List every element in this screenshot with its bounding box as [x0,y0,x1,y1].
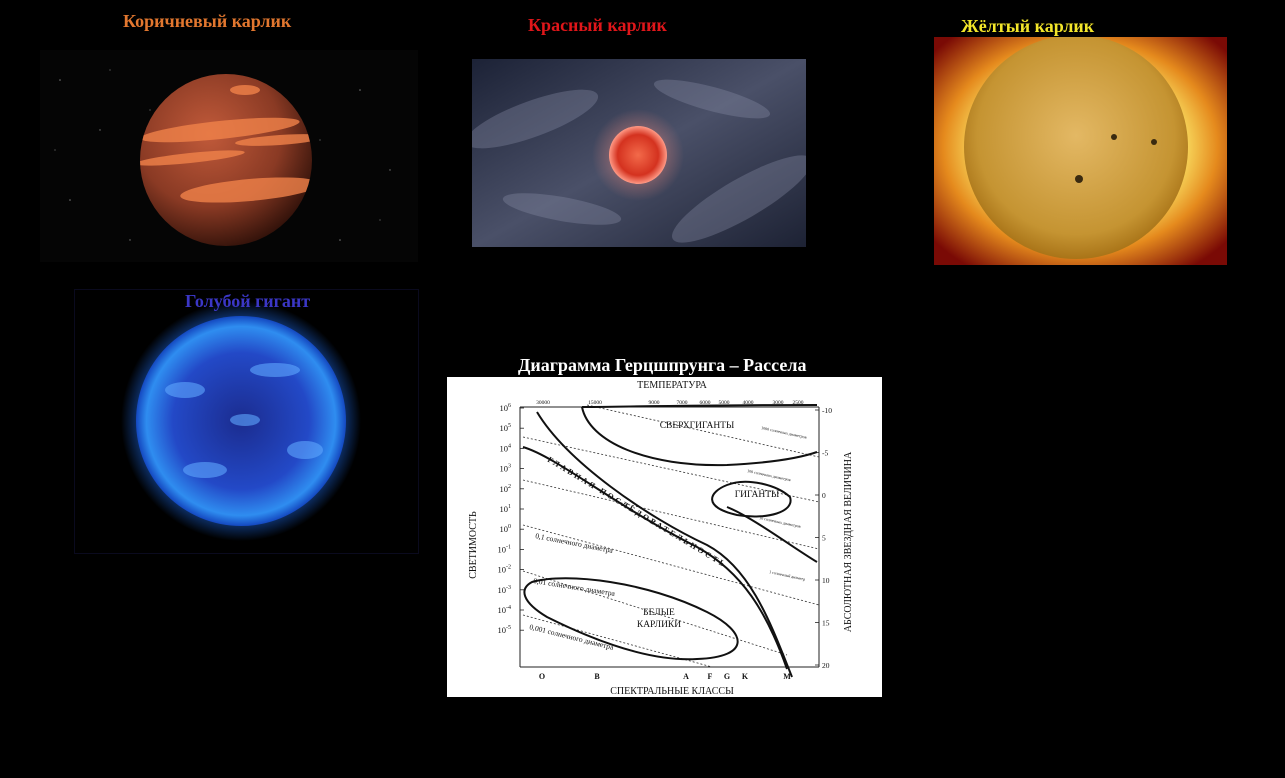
temperature-tick: 3000 [773,400,784,406]
diameter-01-label: 0,1 солнечного диаметра [535,531,615,555]
temperature-tick: 30000 [536,400,550,406]
yellow-dwarf-title: Жёлтый карлик [961,16,1095,36]
red-dwarf-title: Красный карлик [528,15,667,35]
diameter-10-label: 10 солнечных диаметров [759,515,802,529]
luminosity-tick: 10-4 [498,605,512,615]
magnitude-axis-label: АБСОЛЮТНАЯ ЗВЕЗДНАЯ ВЕЛИЧИНА [843,451,854,632]
spectral-axis-label: СПЕКТРАЛЬНЫЕ КЛАССЫ [610,686,734,697]
diameter-100-label: 100 солнечных диаметров [747,468,791,482]
spectral-class-tick: M [783,672,791,681]
temperature-tick: 2500 [793,400,804,406]
diameter-0001-label: 0,001 солнечного диаметра [529,622,616,652]
hr-diagram: ТЕМПЕРАТУРА СПЕКТРАЛЬНЫЕ КЛАССЫ СВЕТИМОС… [447,377,882,697]
blue-giant-image [74,289,419,554]
luminosity-tick: 106 [500,403,512,413]
brown-dwarf-image [40,50,418,262]
luminosity-tick: 10-5 [498,625,512,635]
diameter-1000-label: 1000 солнечных диаметров [761,425,807,440]
magnitude-tick: 20 [822,661,830,670]
diameter-001-label: 0,01 солнечного диаметра [533,576,617,598]
magnitude-tick: 5 [822,534,826,543]
spectral-class-tick: F [708,672,713,681]
luminosity-tick: 100 [500,524,512,534]
spectral-class-tick: G [724,672,730,681]
magnitude-tick: 10 [822,576,830,585]
temperature-axis-label: ТЕМПЕРАТУРА [637,380,708,391]
magnitude-tick: 0 [822,491,826,500]
temperature-tick: 4000 [743,400,754,406]
magnitude-tick: 15 [822,619,830,628]
temperature-tick: 15000 [588,400,602,406]
luminosity-tick: 10-1 [498,544,512,554]
spectral-class-tick: O [539,672,545,681]
temperature-tick: 6000 [700,400,711,406]
magnitude-tick: -10 [822,406,832,415]
white-dwarfs-label-1: БЕЛЫЕ [643,608,675,618]
white-dwarfs-label-2: КАРЛИКИ [637,620,681,630]
sun-image [934,37,1227,265]
giants-label: ГИГАНТЫ [735,490,780,500]
luminosity-tick: 104 [500,443,512,453]
red-dwarf-image [472,59,806,247]
blue-giant-title: Голубой гигант [185,291,311,311]
temperature-tick: 7000 [677,400,688,406]
diameter-1-label: 1 солнечный диаметр [769,569,806,581]
diagram-title: Диаграмма Герцшпрунга – Рассела [518,355,807,375]
luminosity-tick: 10-3 [498,585,512,595]
brown-dwarf-title: Коричневый карлик [123,11,292,31]
luminosity-tick: 102 [500,484,512,494]
luminosity-tick: 101 [500,504,512,514]
temperature-tick: 5000 [719,400,730,406]
spectral-class-tick: A [683,672,689,681]
spectral-class-tick: B [594,672,600,681]
luminosity-tick: 103 [500,464,512,474]
supergiants-label: СВЕРХГИГАНТЫ [660,421,735,431]
spectral-class-tick: K [742,672,749,681]
luminosity-tick: 10-2 [498,565,512,575]
magnitude-tick: -5 [822,449,828,458]
luminosity-tick: 105 [500,423,512,433]
main-sequence-label: ГЛАВНАЯ ПОСЛЕДОВАТЕЛЬНОСТЬ [546,455,729,570]
temperature-tick: 9000 [649,400,660,406]
luminosity-axis-label: СВЕТИМОСТЬ [468,511,479,579]
